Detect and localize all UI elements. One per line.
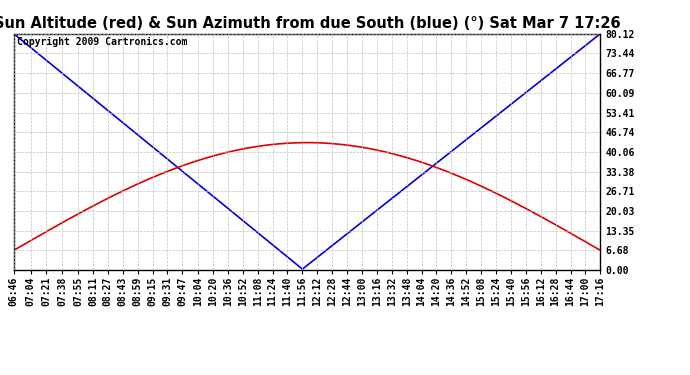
Title: Sun Altitude (red) & Sun Azimuth from due South (blue) (°) Sat Mar 7 17:26: Sun Altitude (red) & Sun Azimuth from du… — [0, 16, 620, 31]
Text: Copyright 2009 Cartronics.com: Copyright 2009 Cartronics.com — [17, 37, 187, 47]
